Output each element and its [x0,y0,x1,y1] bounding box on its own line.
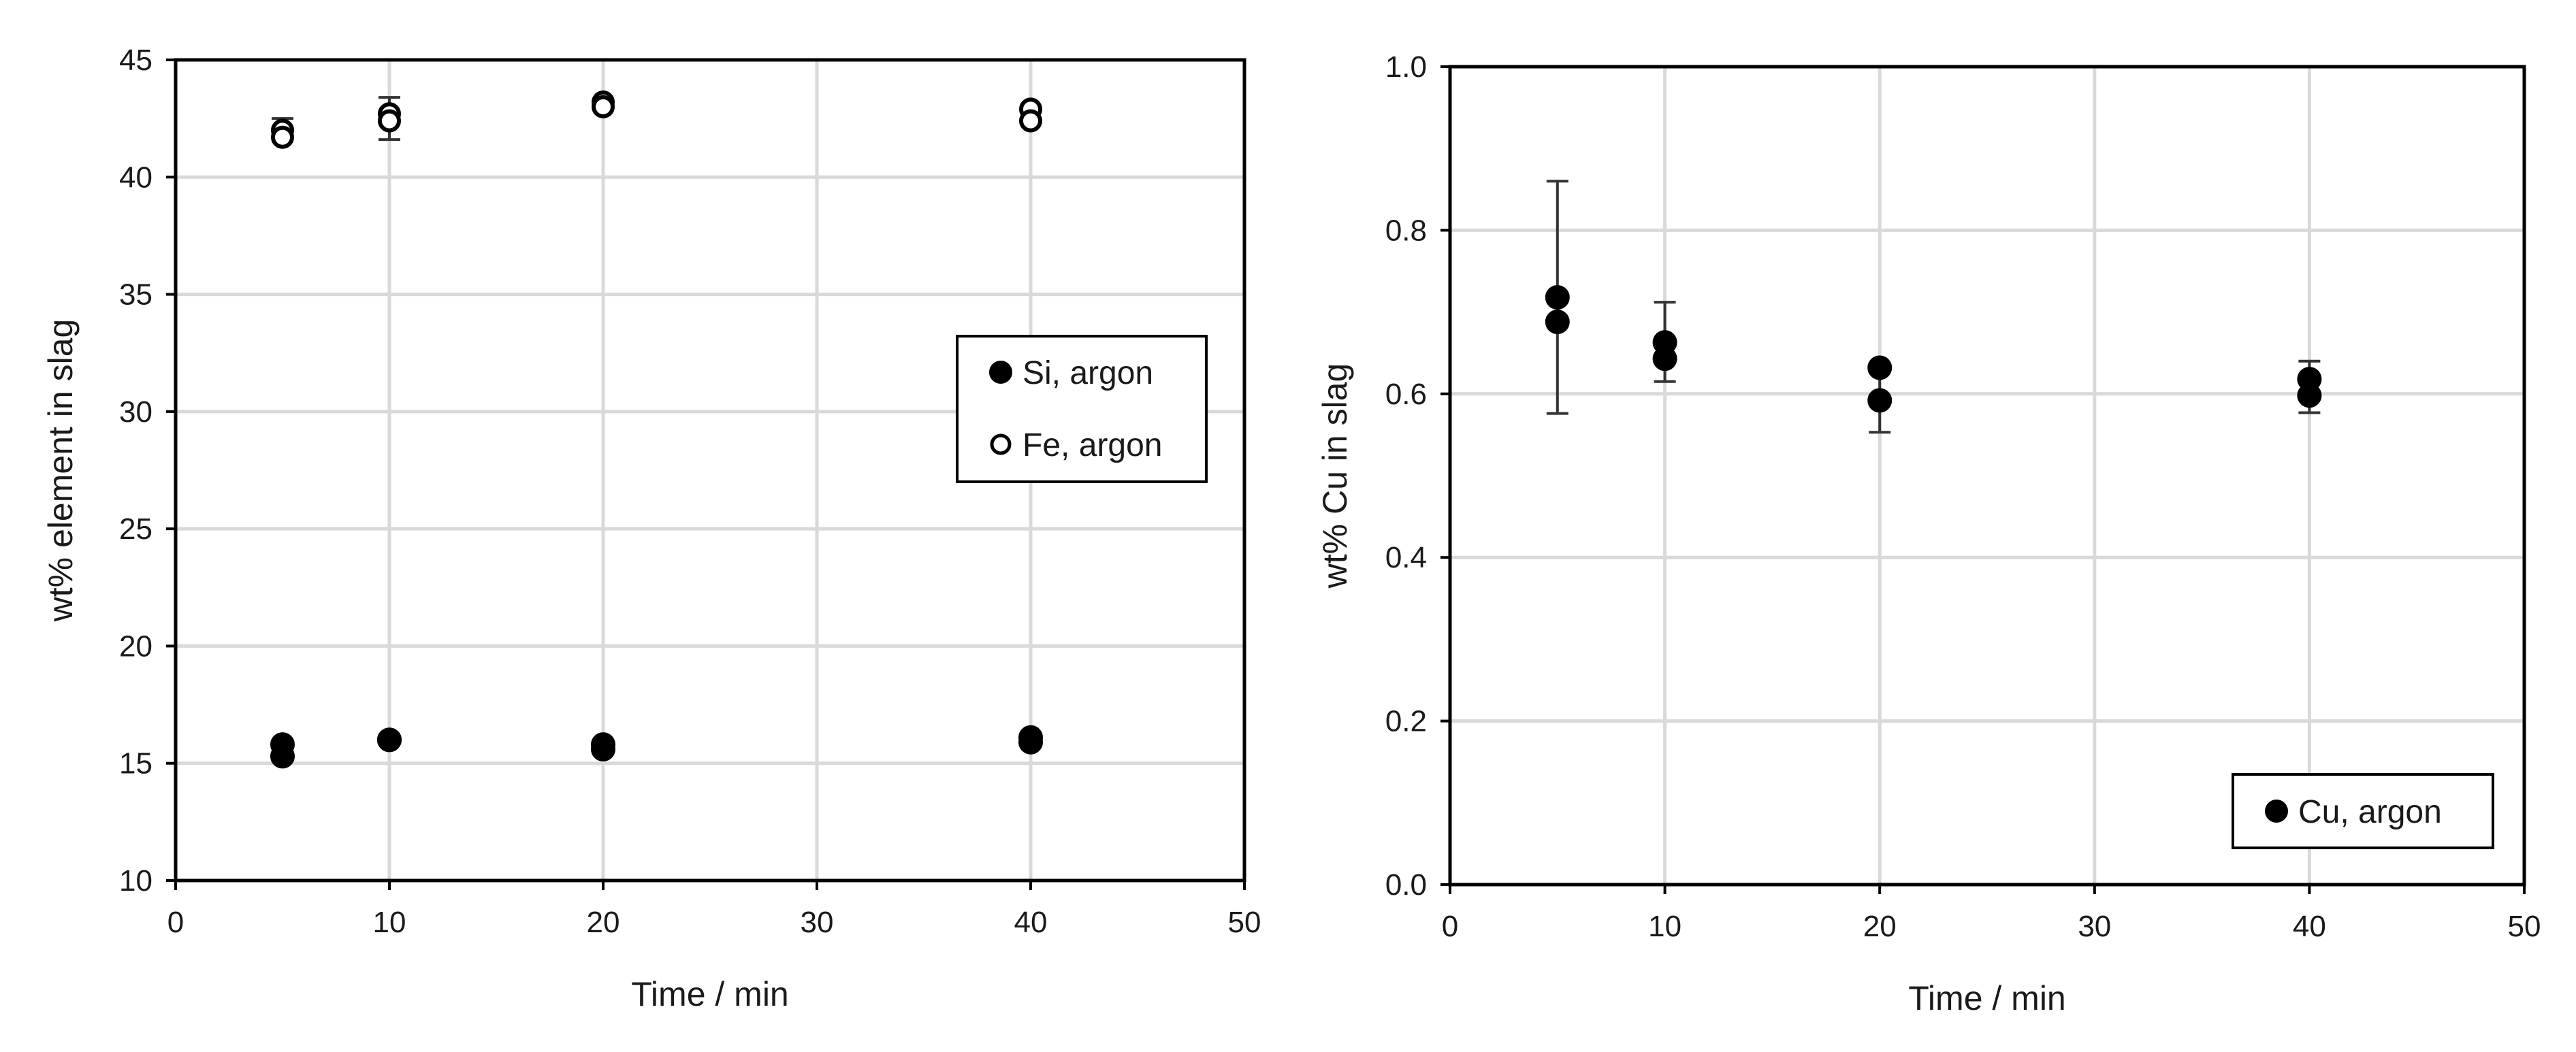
data-point-filled [1545,284,1570,310]
y-tick-label: 0.0 [1385,868,1427,902]
x-tick-label: 50 [2508,910,2541,943]
x-tick-label: 0 [1442,910,1458,943]
y-tick-label: 0.8 [1385,214,1427,247]
y-tick-label: 0.2 [1385,705,1427,738]
chart-panel-1: 0 10 20 30 40 50 10 15 20 25 30 35 40 45 Time / min wt%… [42,44,1261,1013]
x-tick-label: 40 [1014,906,1048,939]
data-point-filled [1867,388,1893,413]
y-tick-label: 45 [119,44,152,77]
legend-marker [990,433,1012,455]
data-point-open [1019,109,1042,133]
x-tick-label: 30 [2078,910,2111,943]
y-tick-label: 15 [119,747,152,780]
plot-area-frame [1448,65,2526,887]
x-tick-label: 20 [587,906,620,939]
y-tick-label: 40 [119,161,152,194]
legend-marker [2265,800,2288,823]
x-tick-label: 10 [373,906,406,939]
legend-box [956,335,1208,483]
data-point-filled [1018,729,1043,755]
data-point-filled [1652,346,1677,372]
legend-label: Si, argon [1023,355,1153,391]
data-point-open [271,125,294,149]
y-axis-title: wt% element in slag [42,319,80,623]
data-point-open [592,95,615,118]
data-point-filled [377,727,402,753]
y-tick-label: 35 [119,278,152,312]
plot-area-frame [174,58,1246,883]
legend-label: Cu, argon [2298,794,2442,830]
x-tick-label: 50 [1228,906,1261,939]
data-point-filled [1867,355,1893,380]
legend: Cu, argon [2232,773,2494,849]
x-axis-title: Time / min [1908,979,2066,1017]
x-tick-label: 10 [1648,910,1681,943]
y-tick-label: 30 [119,395,152,429]
x-tick-label: 20 [1863,910,1897,943]
data-point-open [378,109,401,133]
y-tick-label: 0.4 [1385,541,1427,574]
y-tick-label: 0.6 [1385,378,1427,411]
y-tick-label: 20 [119,629,152,663]
x-axis-title: Time / min [631,975,789,1013]
data-point-filled [270,744,295,769]
x-tick-label: 0 [167,906,184,939]
data-point-filled [1545,310,1570,335]
data-point-filled [2297,383,2322,408]
y-tick-label: 10 [119,864,152,898]
chart-panel-2: 0 10 20 30 40 50 0.0 0.2 0.4 0.6 0.8 1.0 Time / min w… [1316,50,2541,1017]
x-tick-label: 40 [2293,910,2326,943]
legend-label: Fe, argon [1023,427,1162,463]
data-point-filled [591,737,615,762]
x-tick-label: 30 [801,906,834,939]
y-axis-title: wt% Cu in slag [1316,363,1354,589]
y-tick-label: 25 [119,512,152,546]
y-tick-label: 1.0 [1385,50,1427,84]
legend: Si, argon Fe, argon [956,335,1208,483]
legend-marker [989,361,1012,384]
